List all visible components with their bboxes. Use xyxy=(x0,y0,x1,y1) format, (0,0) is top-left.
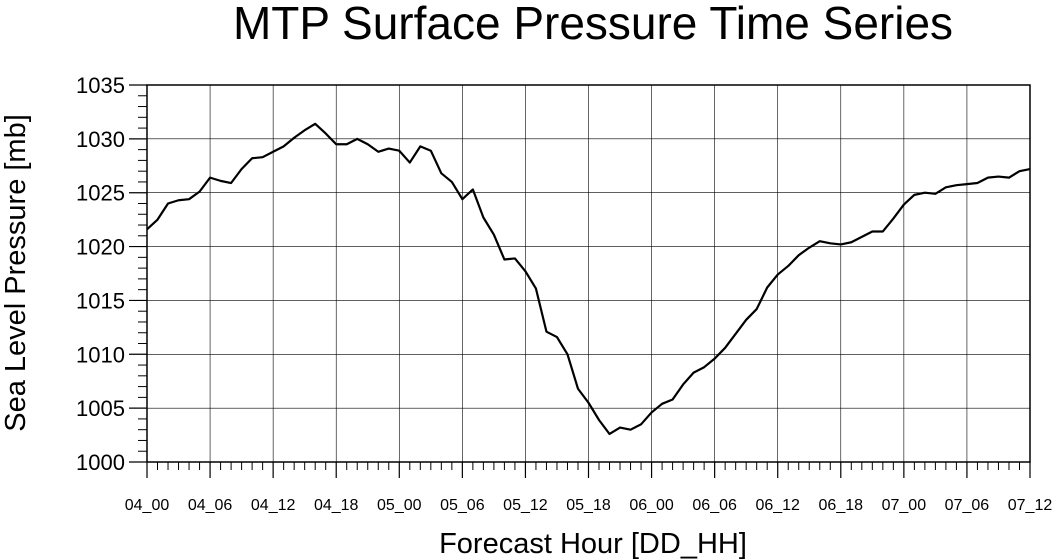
y-tick-label: 1005 xyxy=(76,396,125,421)
y-tick-label: 1030 xyxy=(76,127,125,152)
x-axis-label: Forecast Hour [DD_HH] xyxy=(439,528,747,560)
x-tick-label: 05_06 xyxy=(440,497,485,514)
series-group xyxy=(146,122,1031,436)
x-tick-label: 07_06 xyxy=(945,497,990,514)
x-tick-label: 06_18 xyxy=(819,497,864,514)
chart-title: MTP Surface Pressure Time Series xyxy=(233,0,953,49)
major-ticks xyxy=(129,84,1031,478)
y-tick-labels: 1000 1005 1010 1015 1020 1025 1030 1035 xyxy=(76,73,125,475)
x-tick-label: 06_00 xyxy=(629,497,674,514)
x-tick-label: 06_06 xyxy=(692,497,737,514)
x-tick-label: 04_12 xyxy=(251,497,296,514)
x-tick-label: 05_12 xyxy=(503,497,548,514)
x-tick-label: 04_00 xyxy=(125,497,170,514)
x-tick-label: 05_00 xyxy=(377,497,422,514)
y-axis-label: Sea Level Pressure [mb] xyxy=(0,114,32,432)
grid xyxy=(147,85,1030,462)
y-tick-label: 1010 xyxy=(76,342,125,367)
y-tick-label: 1020 xyxy=(76,235,125,260)
x-tick-label: 04_18 xyxy=(314,497,359,514)
x-tick-label: 07_12 xyxy=(1008,497,1053,514)
y-tick-label: 1000 xyxy=(76,450,125,475)
x-tick-label: 04_06 xyxy=(188,497,233,514)
x-tick-label: 06_12 xyxy=(755,497,800,514)
plot-frame xyxy=(146,84,1031,463)
x-tick-label: 07_00 xyxy=(882,497,927,514)
x-tick-labels: 04_00 04_06 04_12 04_18 05_00 05_06 05_12 05_18… xyxy=(125,497,1053,514)
pressure-series-line xyxy=(146,122,1031,436)
x-tick-label: 05_18 xyxy=(566,497,611,514)
y-tick-label: 1035 xyxy=(76,73,125,98)
minor-ticks xyxy=(138,95,1020,470)
y-tick-label: 1025 xyxy=(76,181,125,206)
y-tick-label: 1015 xyxy=(76,288,125,313)
